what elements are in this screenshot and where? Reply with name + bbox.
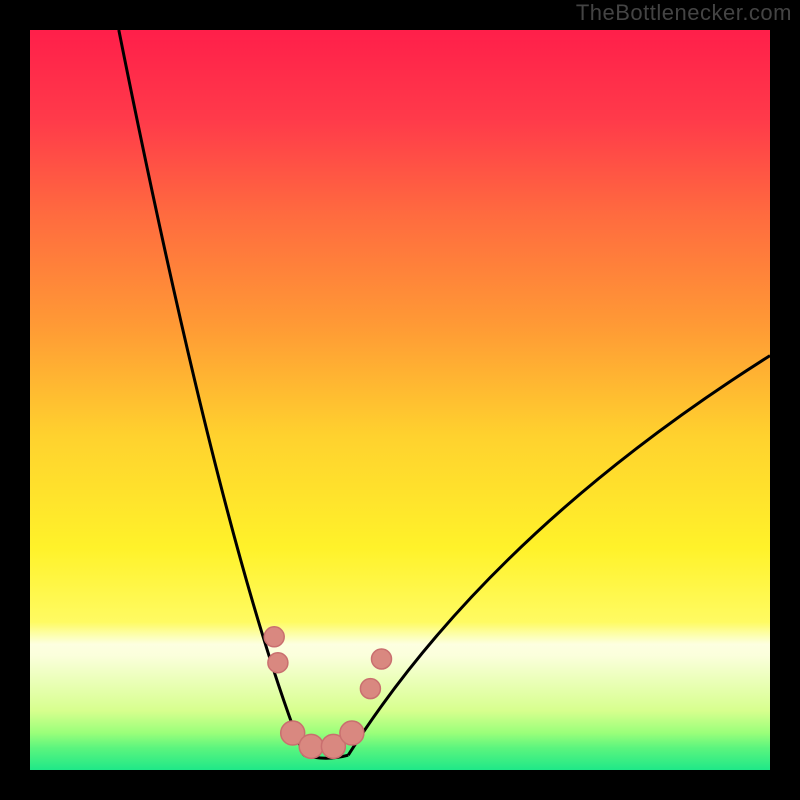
- curves-overlay: [30, 30, 770, 770]
- marker-point: [268, 653, 288, 673]
- marker-point: [340, 721, 364, 745]
- curve-right-branch: [348, 356, 770, 756]
- marker-point: [299, 734, 323, 758]
- watermark-text: TheBottlenecker.com: [576, 0, 792, 26]
- marker-point: [264, 627, 284, 647]
- plot-area: [30, 30, 770, 770]
- chart-container: TheBottlenecker.com: [0, 0, 800, 800]
- marker-point: [372, 649, 392, 669]
- marker-point: [360, 679, 380, 699]
